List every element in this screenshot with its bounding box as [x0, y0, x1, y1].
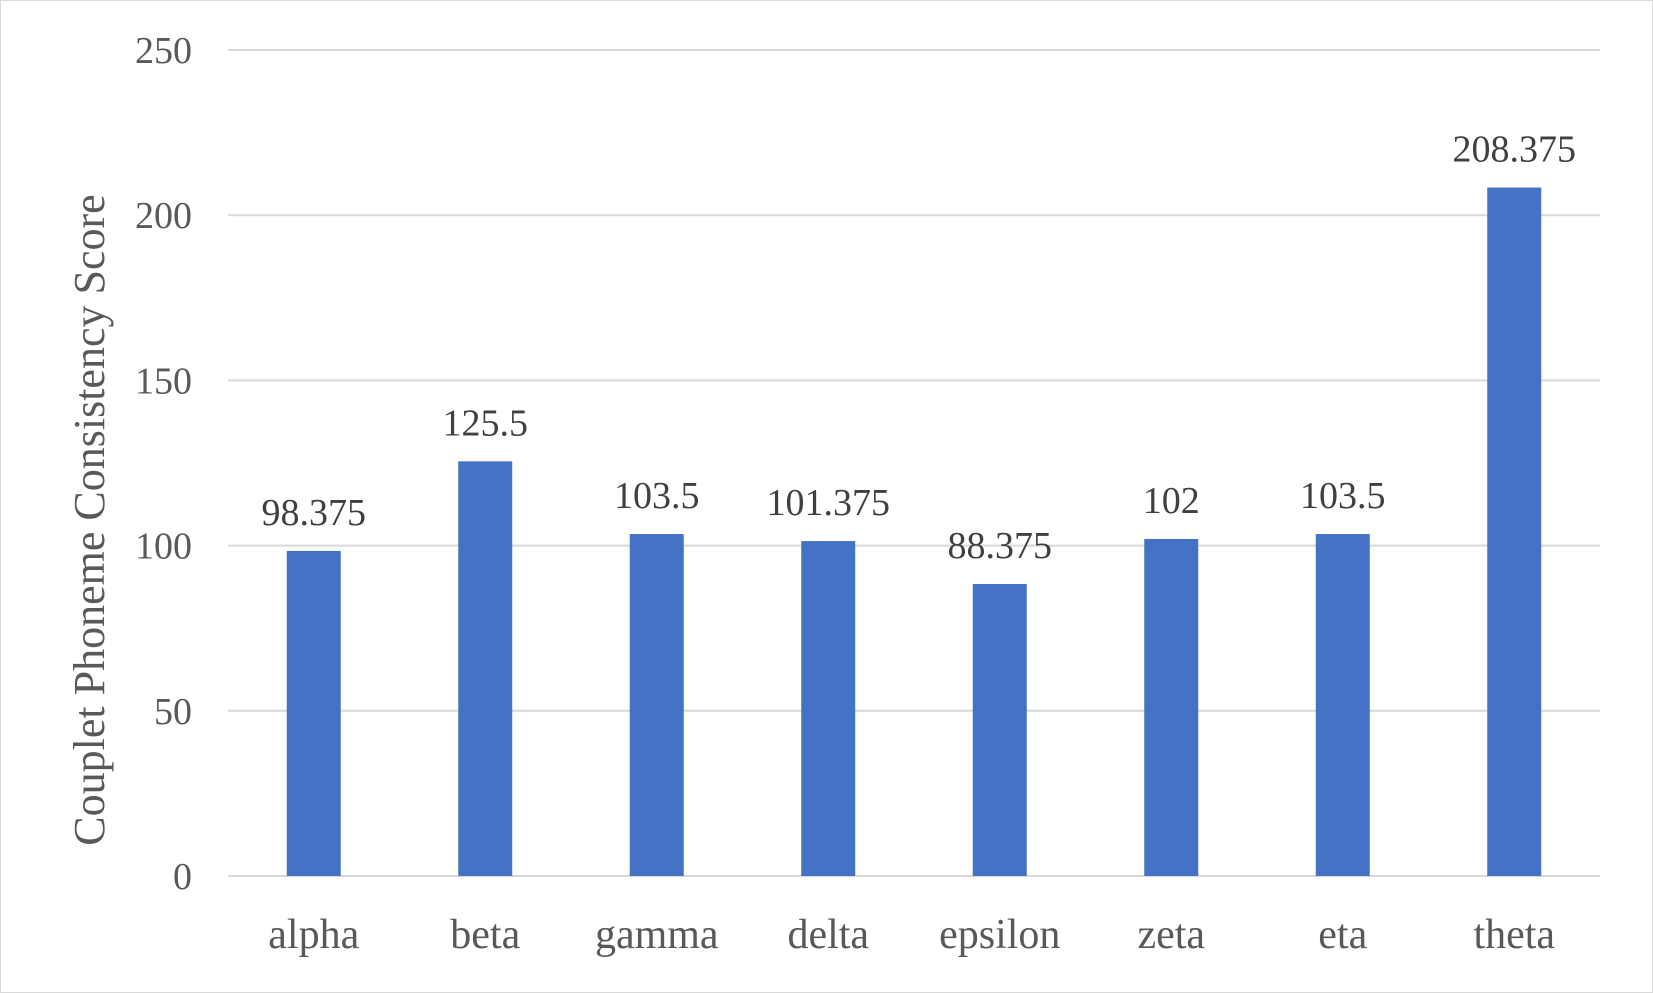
x-tick-label-eta: eta: [1318, 912, 1367, 958]
data-label-gamma: 103.5: [614, 475, 700, 517]
x-tick-label-gamma: gamma: [595, 912, 719, 958]
bar-beta: [458, 461, 513, 876]
data-label-alpha: 98.375: [262, 492, 367, 534]
y-tick-label: 150: [135, 360, 192, 402]
x-tick-label-delta: delta: [787, 912, 869, 958]
x-tick-label-beta: beta: [450, 912, 520, 958]
y-tick-label: 50: [154, 691, 192, 733]
data-label-delta: 101.375: [767, 482, 891, 524]
bar-epsilon: [972, 584, 1027, 876]
y-tick-label: 100: [135, 526, 192, 568]
gridlines: [228, 49, 1600, 877]
y-axis-label: Couplet Phoneme Consistency Score: [65, 194, 114, 845]
bar-alpha: [286, 550, 341, 876]
bar-gamma: [629, 534, 684, 876]
bars: [286, 187, 1542, 877]
x-tick-label-alpha: alpha: [268, 912, 359, 958]
data-label-theta: 208.375: [1453, 129, 1577, 171]
y-tick-label: 200: [135, 195, 192, 237]
bar-zeta: [1144, 538, 1199, 876]
x-tick-label-epsilon: epsilon: [939, 912, 1060, 958]
x-tick-label-zeta: zeta: [1137, 912, 1205, 958]
bar-eta: [1315, 534, 1370, 876]
x-tick-label-theta: theta: [1473, 912, 1555, 958]
bar-theta: [1487, 187, 1542, 877]
data-label-zeta: 102: [1143, 480, 1200, 522]
x-axis-categories: alpha beta gamma delta epsilon zeta eta theta: [268, 912, 1555, 958]
bar-delta: [801, 541, 856, 876]
data-label-beta: 125.5: [443, 402, 529, 444]
data-label-epsilon: 88.375: [948, 525, 1053, 567]
y-axis-ticks: 0 50 100 150 200 250: [135, 30, 192, 898]
data-label-eta: 103.5: [1300, 475, 1386, 517]
y-tick-label: 0: [173, 856, 192, 898]
y-tick-label: 250: [135, 30, 192, 72]
data-labels: 98.375 125.5 103.5 101.375 88.375 102 103.5 208…: [262, 129, 1577, 567]
